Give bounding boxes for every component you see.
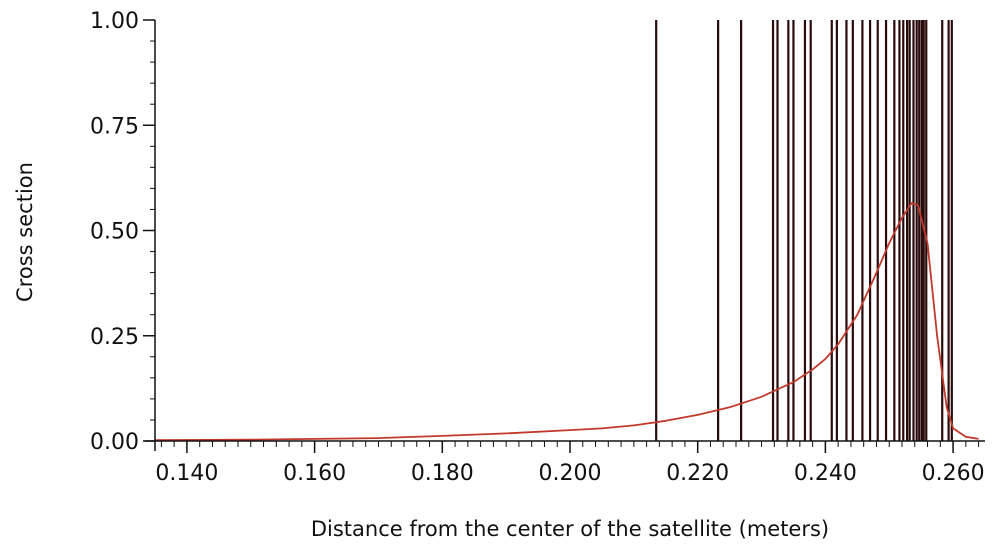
cross-section-curve xyxy=(154,202,979,442)
x-tick-label: 0.260 xyxy=(922,461,985,486)
x-tick-label: 0.200 xyxy=(539,461,602,486)
x-axis-label: Distance from the center of the satellit… xyxy=(311,517,829,541)
x-tick-label: 0.180 xyxy=(411,461,474,486)
x-tick-label: 0.140 xyxy=(155,461,218,486)
y-tick-label: 0.75 xyxy=(90,114,139,139)
y-tick-label: 0.00 xyxy=(90,430,139,455)
x-tick-label: 0.220 xyxy=(666,461,729,486)
x-tick-label: 0.160 xyxy=(283,461,346,486)
y-tick-label: 0.50 xyxy=(90,220,139,245)
axes: 0.00 0.25 0.50 0.75 1.00 0.140 0.160 0.180 0.200… xyxy=(90,9,985,486)
y-axis-label: Cross section xyxy=(13,162,37,302)
plot-area xyxy=(154,20,979,442)
y-tick-label: 1.00 xyxy=(90,9,139,34)
x-tick-label: 0.240 xyxy=(794,461,857,486)
y-tick-label: 0.25 xyxy=(90,325,139,350)
